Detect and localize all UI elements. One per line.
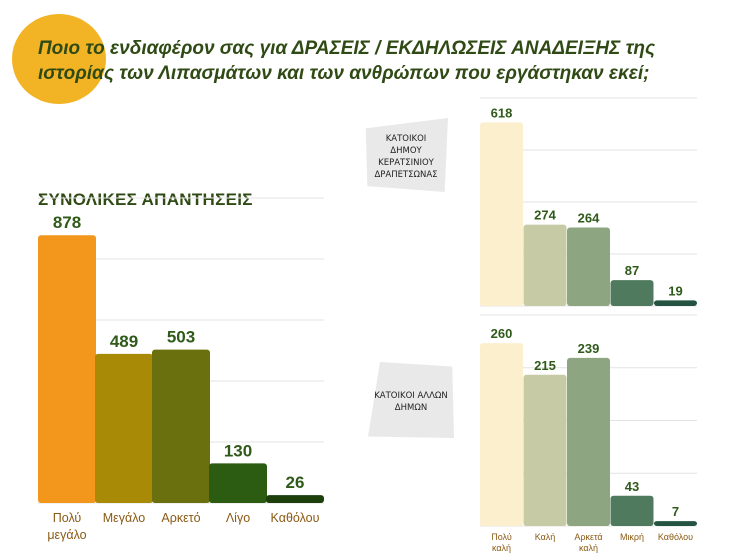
other-value-label: 215 — [534, 358, 556, 373]
local-value-label: 274 — [534, 208, 556, 223]
total-category-label: Πολύ — [53, 511, 82, 525]
total-answers-label: ΣΥΝΟΛΙΚΕΣ ΑΠΑΝΤΗΣΕΙΣ — [38, 190, 253, 209]
total-category-label: Αρκετό — [161, 511, 200, 525]
other-value-label: 260 — [491, 326, 513, 341]
other-bar — [480, 343, 523, 526]
local-bar — [610, 280, 654, 306]
local-bar — [567, 227, 610, 306]
other-value-label: 7 — [672, 504, 679, 519]
other-category-label: καλή — [579, 543, 598, 553]
other-bar — [523, 374, 567, 526]
other-bar — [610, 495, 654, 526]
decorative-blob — [12, 14, 106, 104]
local-bar — [480, 122, 523, 306]
other-category-label: Καθόλου — [658, 532, 693, 542]
total-value-label: 489 — [110, 332, 138, 351]
other-category-label: Αρκετά — [574, 532, 602, 542]
other-category-label: Πολύ — [491, 532, 512, 542]
local-value-label: 87 — [625, 263, 639, 278]
residents-local-note: ΚΑΤΟΙΚΟΙ ΔΗΜΟΥ ΚΕΡΑΤΣΙΝΙΟΥ ΔΡΑΠΕΤΣΩΝΑΣ — [365, 118, 448, 192]
total-value-label: 130 — [224, 441, 252, 460]
other-value-label: 239 — [578, 341, 600, 356]
total-bar — [95, 353, 153, 503]
total-category-label: Καθόλου — [271, 511, 320, 525]
total-value-label: 878 — [53, 213, 81, 232]
total-category-label: μεγάλο — [47, 528, 86, 542]
residents-other-note: ΚΑΤΟΙΚΟΙ ΑΛΛΩΝ ΔΗΜΩΝ — [368, 362, 454, 438]
total-value-label: 26 — [286, 473, 305, 492]
residents-local-label: ΚΑΤΟΙΚΟΙ ΔΗΜΟΥ ΚΕΡΑΤΣΙΝΙΟΥ ΔΡΑΠΕΤΣΩΝΑΣ — [374, 134, 438, 180]
local-value-label: 618 — [491, 105, 513, 120]
other-bar — [567, 357, 610, 526]
total-bar — [266, 495, 324, 503]
local-value-label: 264 — [578, 211, 600, 226]
total-bar — [38, 235, 96, 503]
total-category-label: Λίγο — [226, 511, 250, 525]
other-bar — [654, 521, 697, 526]
total-bar — [152, 349, 210, 503]
local-value-label: 19 — [668, 283, 682, 298]
page-title: Ποιο το ενδιαφέρον σας για ΔΡΑΣΕΙΣ / ΕΚΔ… — [38, 38, 656, 84]
local-bar — [654, 300, 697, 306]
local-bar — [523, 224, 567, 306]
total-bar — [209, 463, 267, 503]
other-value-label: 43 — [625, 479, 639, 494]
total-value-label: 503 — [167, 328, 195, 347]
residents-other-label: ΚΑΤΟΙΚΟΙ ΑΛΛΩΝ ΔΗΜΩΝ — [374, 391, 448, 413]
other-category-label: Μικρή — [620, 532, 644, 542]
total-category-label: Μεγάλο — [103, 511, 146, 525]
other-category-label: καλή — [492, 543, 511, 553]
other-category-label: Καλή — [535, 532, 556, 542]
